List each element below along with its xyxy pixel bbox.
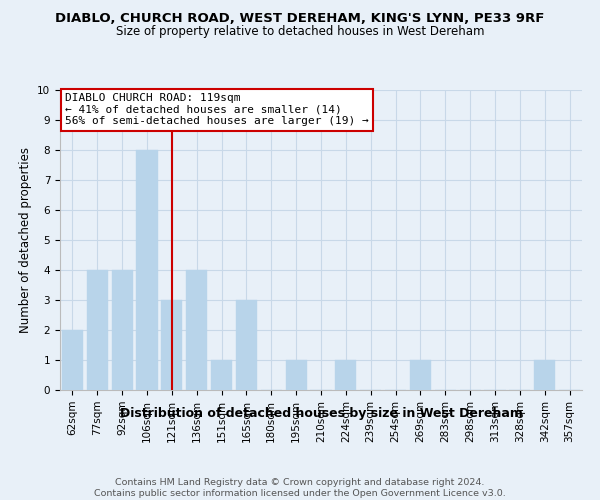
Bar	[410, 360, 431, 390]
Text: DIABLO CHURCH ROAD: 119sqm
← 41% of detached houses are smaller (14)
56% of semi: DIABLO CHURCH ROAD: 119sqm ← 41% of deta…	[65, 93, 369, 126]
Bar	[136, 150, 158, 390]
Text: Distribution of detached houses by size in West Dereham: Distribution of detached houses by size …	[119, 408, 523, 420]
Bar	[236, 300, 257, 390]
Bar	[211, 360, 232, 390]
Bar	[534, 360, 555, 390]
Bar	[112, 270, 133, 390]
Bar	[286, 360, 307, 390]
Bar	[186, 270, 207, 390]
Bar	[87, 270, 108, 390]
Y-axis label: Number of detached properties: Number of detached properties	[19, 147, 32, 333]
Bar	[161, 300, 182, 390]
Bar	[335, 360, 356, 390]
Text: Contains HM Land Registry data © Crown copyright and database right 2024.
Contai: Contains HM Land Registry data © Crown c…	[94, 478, 506, 498]
Text: DIABLO, CHURCH ROAD, WEST DEREHAM, KING'S LYNN, PE33 9RF: DIABLO, CHURCH ROAD, WEST DEREHAM, KING'…	[55, 12, 545, 26]
Text: Size of property relative to detached houses in West Dereham: Size of property relative to detached ho…	[116, 25, 484, 38]
Bar	[62, 330, 83, 390]
